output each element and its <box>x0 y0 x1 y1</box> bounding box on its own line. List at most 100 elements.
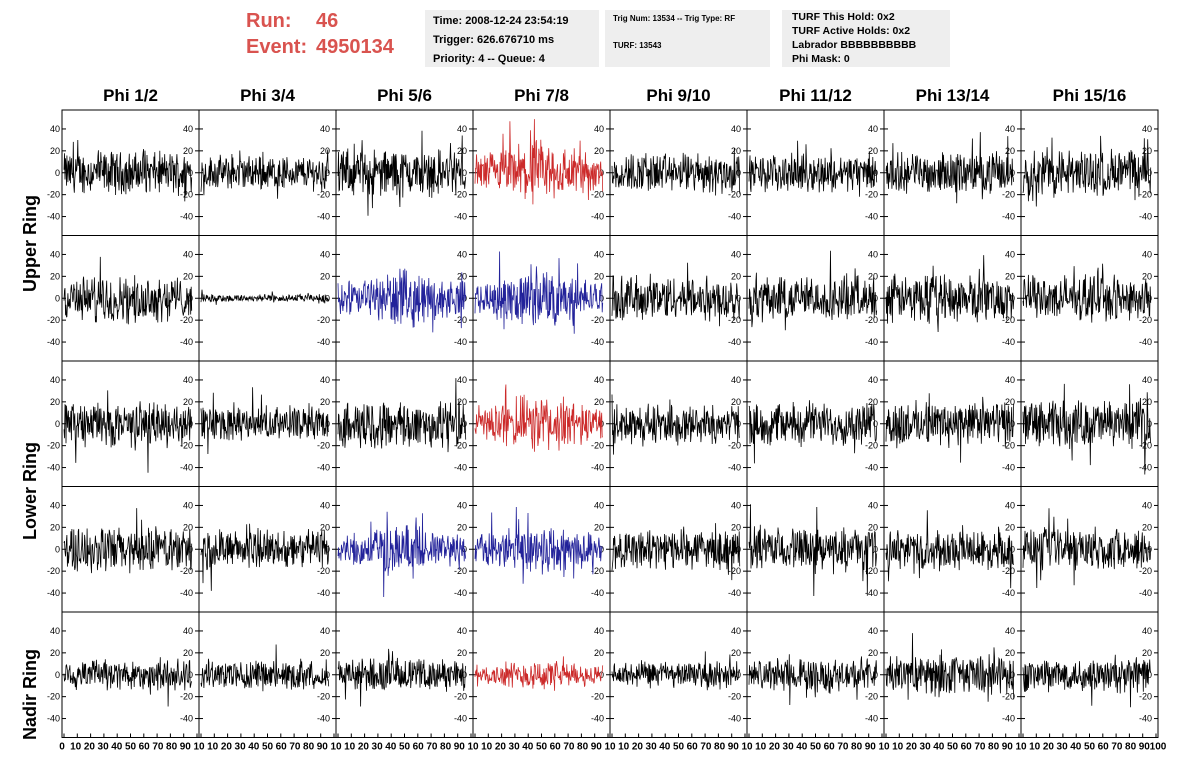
x-tick-label: 70 <box>289 742 301 753</box>
y-tick-label: -20 <box>180 190 193 200</box>
y-tick-label: -40 <box>865 212 878 222</box>
y-tick-label: -40 <box>1139 212 1152 222</box>
y-tick-label: -20 <box>728 692 741 702</box>
y-tick-label: -40 <box>1002 212 1015 222</box>
y-tick-label: 20 <box>594 146 604 156</box>
y-tick-label: 40 <box>457 249 467 259</box>
y-tick-label: 0 <box>599 293 604 303</box>
x-tick-label: 20 <box>906 742 918 753</box>
y-tick-label: 20 <box>868 522 878 532</box>
x-tick-label: 40 <box>522 742 534 753</box>
y-tick-label: 40 <box>1005 500 1015 510</box>
x-tick-label: 40 <box>933 742 945 753</box>
x-tick-label: 90 <box>591 742 603 753</box>
y-tick-label: 40 <box>50 500 60 510</box>
waveform-trace <box>748 400 878 464</box>
y-tick-label: -40 <box>865 714 878 724</box>
priority-text: Priority: 4 -- Queue: 4 <box>433 53 545 65</box>
x-tick-label: 10 <box>481 742 493 753</box>
y-tick-label: 40 <box>1005 249 1015 259</box>
x-tick-label: 10 <box>604 742 616 753</box>
y-tick-label: -40 <box>47 337 60 347</box>
y-tick-label: 0 <box>1010 544 1015 554</box>
y-tick-label: 0 <box>55 419 60 429</box>
y-tick-label: 20 <box>868 146 878 156</box>
y-tick-label: 20 <box>1142 271 1152 281</box>
turf-this-hold: TURF This Hold: 0x2 <box>792 11 895 23</box>
x-tick-label: 70 <box>426 742 438 753</box>
y-tick-label: 20 <box>183 522 193 532</box>
x-tick-label: 30 <box>783 742 795 753</box>
x-tick-label: 20 <box>769 742 781 753</box>
x-tick-label: 60 <box>139 742 151 753</box>
y-tick-label: 40 <box>183 500 193 510</box>
y-tick-label: -40 <box>1139 463 1152 473</box>
y-tick-label: -40 <box>317 337 330 347</box>
y-tick-label: -20 <box>47 566 60 576</box>
x-tick-label: 70 <box>1111 742 1123 753</box>
x-tick-label: 10 <box>193 742 205 753</box>
y-tick-label: 40 <box>1142 124 1152 134</box>
waveform-trace <box>63 139 193 202</box>
y-tick-label: -40 <box>591 337 604 347</box>
y-tick-label: 20 <box>594 522 604 532</box>
y-tick-label: 40 <box>868 375 878 385</box>
y-tick-label: -20 <box>1002 566 1015 576</box>
y-tick-label: 40 <box>457 500 467 510</box>
x-tick-label: 30 <box>920 742 932 753</box>
x-tick-label: 90 <box>728 742 740 753</box>
y-tick-label: -20 <box>1002 315 1015 325</box>
y-tick-label: 40 <box>457 124 467 134</box>
y-tick-label: -40 <box>317 212 330 222</box>
x-tick-label: 40 <box>659 742 671 753</box>
y-tick-label: 40 <box>868 626 878 636</box>
y-tick-label: 20 <box>594 397 604 407</box>
y-tick-label: -40 <box>317 714 330 724</box>
x-tick-label: 90 <box>454 742 466 753</box>
x-tick-label: 50 <box>399 742 411 753</box>
y-tick-label: -20 <box>1002 441 1015 451</box>
waveform-trace <box>200 149 330 199</box>
y-tick-label: 40 <box>1005 124 1015 134</box>
waveform-trace <box>611 262 741 327</box>
y-tick-label: -40 <box>180 463 193 473</box>
y-tick-label: 0 <box>873 419 878 429</box>
y-tick-label: 20 <box>1005 271 1015 281</box>
y-tick-label: 20 <box>1005 397 1015 407</box>
y-tick-label: -20 <box>454 315 467 325</box>
y-tick-label: 20 <box>594 271 604 281</box>
y-tick-label: -20 <box>591 315 604 325</box>
y-tick-label: 0 <box>1147 293 1152 303</box>
x-tick-label: 60 <box>550 742 562 753</box>
y-tick-label: -20 <box>47 190 60 200</box>
y-tick-label: 40 <box>1005 626 1015 636</box>
y-tick-label: -20 <box>728 441 741 451</box>
y-tick-label: 40 <box>868 124 878 134</box>
y-tick-label: 20 <box>50 271 60 281</box>
x-tick-label: 40 <box>111 742 123 753</box>
y-tick-label: 40 <box>183 375 193 385</box>
y-tick-label: -20 <box>180 315 193 325</box>
y-tick-label: 20 <box>183 146 193 156</box>
y-tick-label: 20 <box>320 648 330 658</box>
y-tick-label: 0 <box>462 293 467 303</box>
x-tick-label: 80 <box>1125 742 1137 753</box>
column-title: Phi 7/8 <box>514 86 569 105</box>
x-tick-label: 80 <box>714 742 726 753</box>
y-tick-label: -40 <box>47 588 60 598</box>
x-tick-label: 80 <box>851 742 863 753</box>
event-value: 4950134 <box>316 36 394 58</box>
column-title: Phi 15/16 <box>1052 86 1127 105</box>
waveform-trace <box>474 119 604 205</box>
y-tick-label: 20 <box>320 146 330 156</box>
